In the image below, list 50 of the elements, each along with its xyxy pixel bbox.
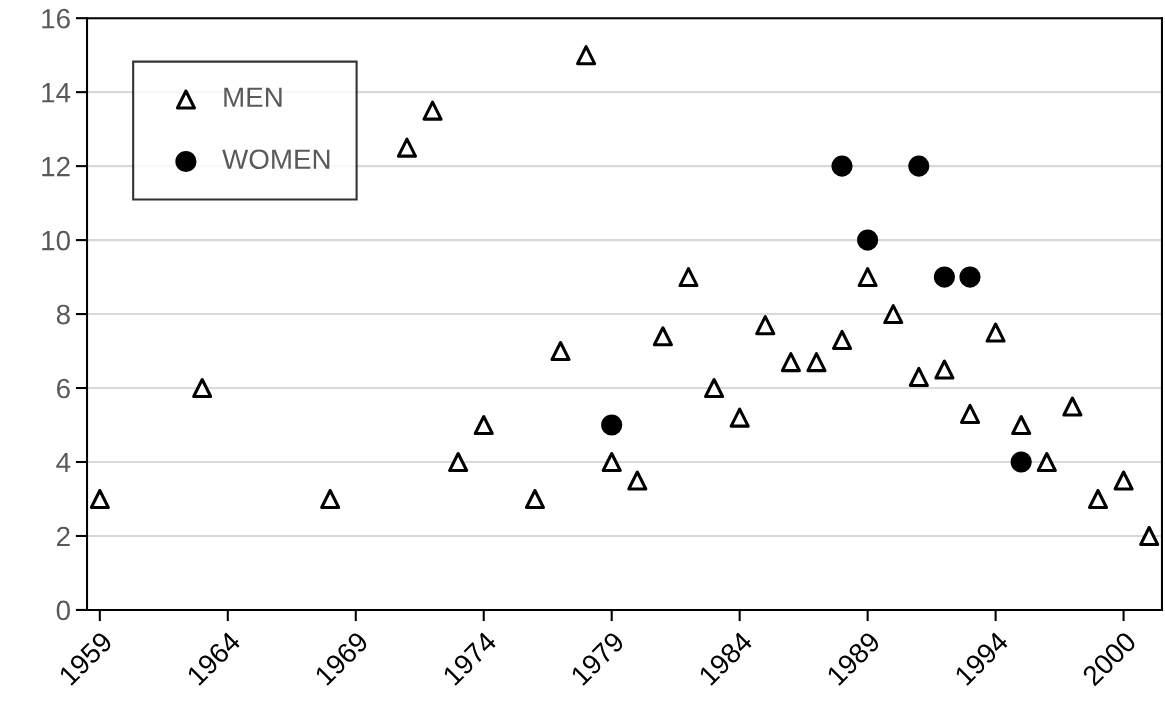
y-tick-label: 6 — [57, 378, 70, 399]
point — [1011, 414, 1032, 436]
point — [934, 359, 955, 380]
point — [857, 229, 879, 251]
point — [524, 488, 545, 510]
point — [192, 378, 213, 399]
point — [1010, 451, 1032, 473]
point — [550, 341, 571, 362]
point — [857, 267, 878, 288]
point — [832, 329, 853, 350]
point — [473, 414, 494, 436]
point — [959, 266, 981, 288]
y-tick-label: 4 — [56, 452, 71, 473]
point — [1113, 470, 1134, 491]
point — [959, 403, 981, 424]
point — [652, 326, 673, 347]
point — [422, 100, 443, 121]
point — [576, 45, 597, 66]
point — [1062, 396, 1083, 417]
point — [601, 451, 622, 473]
point — [627, 470, 648, 491]
point — [320, 488, 341, 510]
point — [678, 267, 699, 288]
legend-label: WOMEN — [222, 149, 330, 170]
point — [1087, 488, 1109, 510]
y-tick-label: 16 — [42, 8, 70, 29]
point — [933, 266, 956, 288]
legend-label: MEN — [224, 87, 282, 107]
point — [780, 352, 801, 373]
point — [985, 322, 1006, 343]
point — [908, 155, 930, 177]
y-tick-label: 14 — [42, 83, 71, 103]
point — [883, 304, 904, 325]
point — [704, 378, 725, 399]
y-tick-label: 2 — [57, 526, 70, 547]
y-tick-label: 10 — [42, 230, 70, 251]
point — [755, 315, 776, 336]
point — [831, 155, 853, 177]
point — [396, 137, 417, 158]
y-tick-label: 0 — [56, 600, 70, 621]
point — [806, 352, 827, 373]
point — [601, 414, 623, 436]
point — [448, 451, 469, 473]
y-tick-label: 8 — [56, 304, 70, 325]
point — [1036, 451, 1057, 473]
y-tick-label: 12 — [42, 156, 70, 177]
point — [1139, 525, 1160, 547]
point — [729, 407, 750, 428]
point — [89, 488, 110, 510]
point — [908, 366, 929, 387]
